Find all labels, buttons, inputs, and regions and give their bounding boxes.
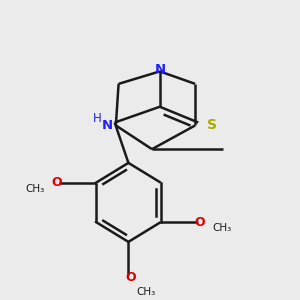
Text: N: N [154,63,165,76]
Text: O: O [195,216,205,229]
Text: H: H [93,112,101,125]
Text: N: N [101,119,112,132]
Text: CH₃: CH₃ [212,224,231,233]
Text: CH₃: CH₃ [136,287,156,297]
Text: O: O [52,176,62,189]
Text: S: S [207,118,217,132]
Text: O: O [125,271,136,284]
Text: CH₃: CH₃ [26,184,45,194]
